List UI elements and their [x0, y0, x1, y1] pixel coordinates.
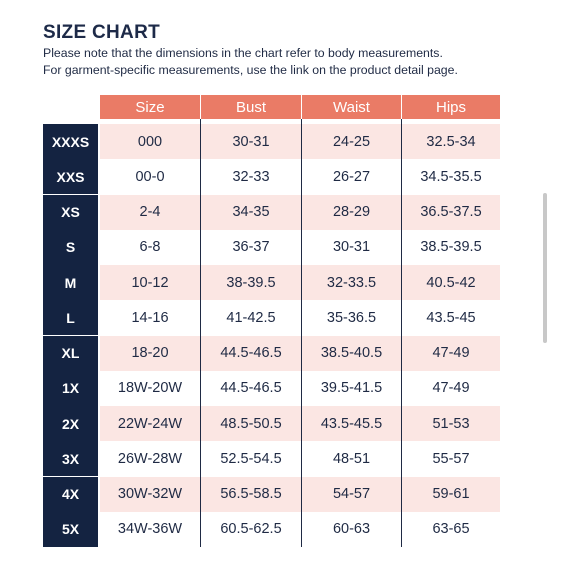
size-cell: 00-0: [100, 159, 200, 195]
table-row: 1X 18W-20W 44.5-46.5 39.5-41.5 47-49: [43, 370, 500, 406]
bust-cell: 44.5-46.5: [201, 370, 301, 406]
table-row: XS 2-4 34-35 28-29 36.5-37.5: [43, 194, 500, 230]
table-row: 4X 30W-32W 56.5-58.5 54-57 59-61: [43, 476, 500, 512]
hips-cell: 47-49: [402, 335, 500, 371]
size-cell: 000: [100, 124, 200, 159]
table-header: Size Bust Waist Hips: [43, 95, 500, 119]
waist-cell: 28-29: [302, 194, 401, 230]
size-chart-table: Size Bust Waist Hips XXXS 000 30-31 24-25 32…: [43, 95, 500, 547]
scrollbar[interactable]: [543, 193, 547, 343]
hips-cell: 43.5-45: [402, 300, 500, 336]
table-row: XXXS 000 30-31 24-25 32.5-34: [43, 124, 500, 159]
bust-cell: 32-33: [201, 159, 301, 195]
hips-cell: 59-61: [402, 476, 500, 512]
bust-cell: 52.5-54.5: [201, 441, 301, 477]
hips-cell: 51-53: [402, 406, 500, 441]
waist-cell: 54-57: [302, 476, 401, 512]
table-row: S 6-8 36-37 30-31 38.5-39.5: [43, 229, 500, 265]
column-header-size: Size: [100, 95, 200, 119]
column-divider: [301, 119, 302, 547]
size-label: 4X: [43, 476, 98, 512]
bust-cell: 36-37: [201, 229, 301, 265]
hips-cell: 34.5-35.5: [402, 159, 500, 195]
waist-cell: 26-27: [302, 159, 401, 195]
table-row: XXS 00-0 32-33 26-27 34.5-35.5: [43, 159, 500, 195]
waist-cell: 30-31: [302, 229, 401, 265]
bust-cell: 44.5-46.5: [201, 335, 301, 371]
table-row: 5X 34W-36W 60.5-62.5 60-63 63-65: [43, 511, 500, 547]
column-header-hips: Hips: [402, 95, 500, 119]
size-label: 5X: [43, 511, 98, 547]
size-cell: 10-12: [100, 265, 200, 300]
bust-cell: 56.5-58.5: [201, 476, 301, 512]
hips-cell: 40.5-42: [402, 265, 500, 300]
column-header-bust: Bust: [201, 95, 301, 119]
bust-cell: 41-42.5: [201, 300, 301, 336]
waist-cell: 38.5-40.5: [302, 335, 401, 371]
size-cell: 2-4: [100, 194, 200, 230]
size-label: XXS: [43, 159, 98, 195]
size-label: 1X: [43, 370, 98, 406]
hips-cell: 32.5-34: [402, 124, 500, 159]
bust-cell: 34-35: [201, 194, 301, 230]
waist-cell: 48-51: [302, 441, 401, 477]
waist-cell: 24-25: [302, 124, 401, 159]
size-cell: 26W-28W: [100, 441, 200, 477]
waist-cell: 35-36.5: [302, 300, 401, 336]
table-row: L 14-16 41-42.5 35-36.5 43.5-45: [43, 300, 500, 336]
size-cell: 34W-36W: [100, 511, 200, 547]
hips-cell: 38.5-39.5: [402, 229, 500, 265]
hips-cell: 47-49: [402, 370, 500, 406]
column-divider: [200, 119, 201, 547]
bust-cell: 48.5-50.5: [201, 406, 301, 441]
hips-cell: 55-57: [402, 441, 500, 477]
hips-cell: 63-65: [402, 511, 500, 547]
size-label: 2X: [43, 406, 98, 441]
bust-cell: 60.5-62.5: [201, 511, 301, 547]
table-row: XL 18-20 44.5-46.5 38.5-40.5 47-49: [43, 335, 500, 371]
bust-cell: 38-39.5: [201, 265, 301, 300]
note-line-1: Please note that the dimensions in the c…: [43, 46, 443, 60]
size-label: 3X: [43, 441, 98, 477]
page-title: SIZE CHART: [43, 22, 160, 43]
column-divider: [401, 119, 402, 547]
hips-cell: 36.5-37.5: [402, 194, 500, 230]
size-cell: 18-20: [100, 335, 200, 371]
size-cell: 14-16: [100, 300, 200, 336]
table-row: 2X 22W-24W 48.5-50.5 43.5-45.5 51-53: [43, 406, 500, 441]
size-cell: 18W-20W: [100, 370, 200, 406]
size-cell: 30W-32W: [100, 476, 200, 512]
waist-cell: 43.5-45.5: [302, 406, 401, 441]
table-row: M 10-12 38-39.5 32-33.5 40.5-42: [43, 265, 500, 300]
table-row: 3X 26W-28W 52.5-54.5 48-51 55-57: [43, 441, 500, 477]
size-label: M: [43, 265, 98, 300]
waist-cell: 60-63: [302, 511, 401, 547]
column-header-waist: Waist: [302, 95, 401, 119]
size-label: S: [43, 229, 98, 265]
size-cell: 6-8: [100, 229, 200, 265]
waist-cell: 39.5-41.5: [302, 370, 401, 406]
size-label: XS: [43, 194, 98, 230]
waist-cell: 32-33.5: [302, 265, 401, 300]
size-cell: 22W-24W: [100, 406, 200, 441]
size-label: L: [43, 300, 98, 336]
size-label: XL: [43, 335, 98, 371]
size-label: XXXS: [43, 124, 98, 159]
bust-cell: 30-31: [201, 124, 301, 159]
note-line-2: For garment-specific measurements, use t…: [43, 63, 458, 77]
